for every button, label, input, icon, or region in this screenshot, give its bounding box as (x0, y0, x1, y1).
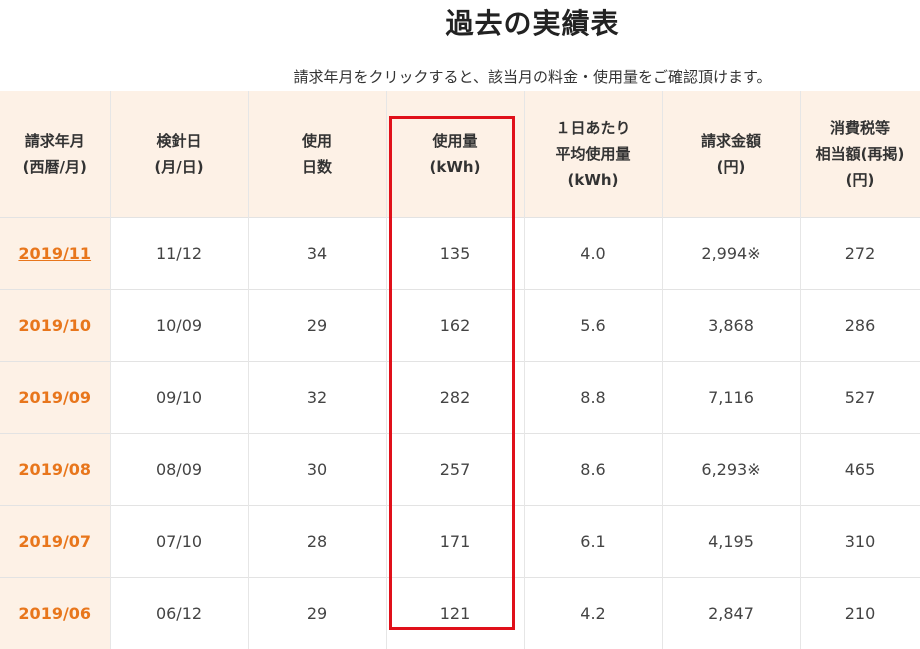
consumption-tax-cell: 527 (800, 362, 920, 434)
header-usage-kwh: 使用量 (kWh) (386, 91, 524, 218)
header-billing-month: 請求年月 (西暦/月) (0, 91, 110, 218)
header-reading-date: 検針日 (月/日) (110, 91, 248, 218)
table-row: 2019/10 10/09 29 162 5.6 3,868 286 (0, 290, 920, 362)
page-title: 過去の実績表 (0, 2, 920, 42)
consumption-tax-cell: 465 (800, 434, 920, 506)
billing-amount-cell: 7,116 (662, 362, 800, 434)
billing-amount-cell: 4,195 (662, 506, 800, 578)
page-subtitle: 請求年月をクリックすると、該当月の料金・使用量をご確認頂けます。 (0, 66, 920, 87)
daily-average-cell: 8.6 (524, 434, 662, 506)
billing-month-link[interactable]: 2019/09 (0, 362, 110, 434)
table-row: 2019/07 07/10 28 171 6.1 4,195 310 (0, 506, 920, 578)
billing-amount-cell: 2,847 (662, 578, 800, 649)
reading-date-cell: 06/12 (110, 578, 248, 649)
reading-date-cell: 10/09 (110, 290, 248, 362)
usage-history-table: 請求年月 (西暦/月) 検針日 (月/日) 使用 日数 使用量 (kWh) １日… (0, 91, 920, 649)
consumption-tax-cell: 286 (800, 290, 920, 362)
daily-average-cell: 5.6 (524, 290, 662, 362)
billing-amount-cell: 2,994※ (662, 218, 800, 290)
billing-month-link[interactable]: 2019/08 (0, 434, 110, 506)
daily-average-cell: 4.2 (524, 578, 662, 649)
table-row: 2019/08 08/09 30 257 8.6 6,293※ 465 (0, 434, 920, 506)
daily-average-cell: 8.8 (524, 362, 662, 434)
daily-average-cell: 4.0 (524, 218, 662, 290)
consumption-tax-cell: 210 (800, 578, 920, 649)
usage-kwh-cell: 257 (386, 434, 524, 506)
billing-month-link[interactable]: 2019/06 (0, 578, 110, 649)
table-row: 2019/06 06/12 29 121 4.2 2,847 210 (0, 578, 920, 649)
usage-days-cell: 29 (248, 578, 386, 649)
header-usage-days: 使用 日数 (248, 91, 386, 218)
billing-month-link[interactable]: 2019/10 (0, 290, 110, 362)
reading-date-cell: 11/12 (110, 218, 248, 290)
table-row: 2019/11 11/12 34 135 4.0 2,994※ 272 (0, 218, 920, 290)
usage-days-cell: 28 (248, 506, 386, 578)
usage-days-cell: 34 (248, 218, 386, 290)
consumption-tax-cell: 310 (800, 506, 920, 578)
billing-month-link[interactable]: 2019/07 (0, 506, 110, 578)
billing-amount-cell: 3,868 (662, 290, 800, 362)
usage-kwh-cell: 121 (386, 578, 524, 649)
header-daily-average: １日あたり 平均使用量 (kWh) (524, 91, 662, 218)
billing-month-link[interactable]: 2019/11 (0, 218, 110, 290)
usage-kwh-cell: 162 (386, 290, 524, 362)
consumption-tax-cell: 272 (800, 218, 920, 290)
usage-kwh-cell: 135 (386, 218, 524, 290)
usage-kwh-cell: 282 (386, 362, 524, 434)
table-row: 2019/09 09/10 32 282 8.8 7,116 527 (0, 362, 920, 434)
daily-average-cell: 6.1 (524, 506, 662, 578)
billing-amount-cell: 6,293※ (662, 434, 800, 506)
usage-days-cell: 32 (248, 362, 386, 434)
usage-days-cell: 30 (248, 434, 386, 506)
reading-date-cell: 07/10 (110, 506, 248, 578)
table-header-row: 請求年月 (西暦/月) 検針日 (月/日) 使用 日数 使用量 (kWh) １日… (0, 91, 920, 218)
usage-kwh-cell: 171 (386, 506, 524, 578)
usage-days-cell: 29 (248, 290, 386, 362)
reading-date-cell: 09/10 (110, 362, 248, 434)
header-consumption-tax: 消費税等 相当額(再掲) (円) (800, 91, 920, 218)
header-billing-amount: 請求金額 (円) (662, 91, 800, 218)
reading-date-cell: 08/09 (110, 434, 248, 506)
